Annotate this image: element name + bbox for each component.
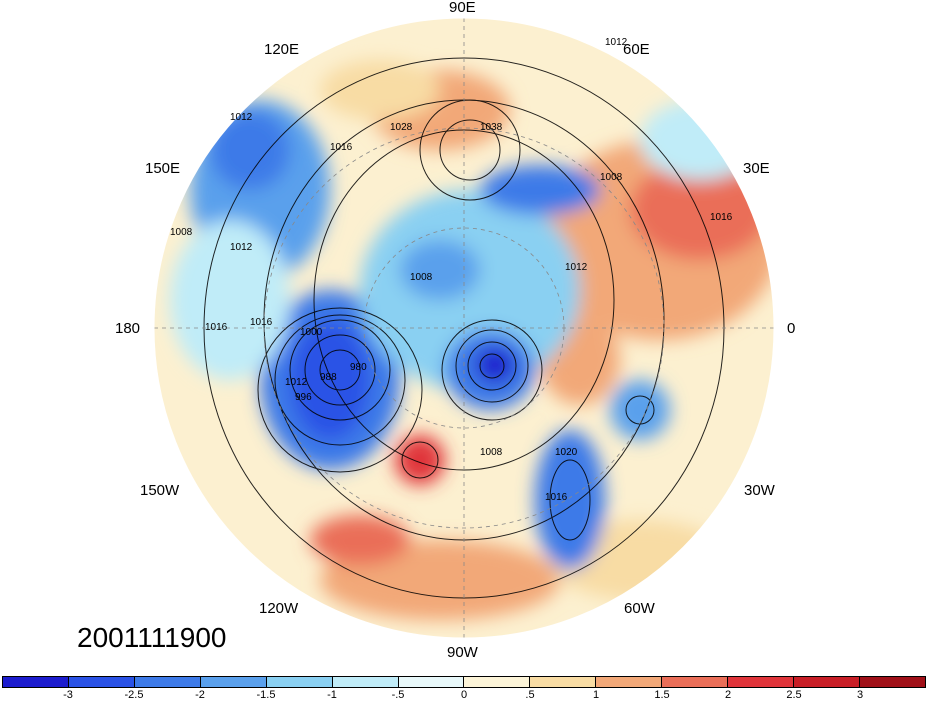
graticule	[154, 18, 774, 638]
colorbar-cell	[596, 677, 663, 687]
colorbar-cell	[266, 677, 333, 687]
colorbar-tick-label: -2.5	[124, 689, 144, 701]
colorbar-tick-label: 1	[592, 689, 600, 701]
colorbar-tick-label: -3	[63, 689, 73, 701]
contour-label: 1012	[605, 37, 628, 48]
contour-label: 1012	[230, 242, 253, 253]
contour-label: 1020	[555, 447, 578, 458]
longitude-label-150e: 150E	[145, 160, 181, 177]
contour-label: 1008	[480, 447, 503, 458]
colorbar-tick-label: -2	[195, 689, 205, 701]
contour-label: 1012	[285, 377, 308, 388]
contour-label: 988	[320, 372, 337, 383]
colorbar	[2, 676, 926, 688]
longitude-label-90w: 90W	[447, 644, 478, 661]
contour-label: 1038	[480, 122, 503, 133]
contour-label: 980	[350, 362, 367, 373]
contour-label: 1016	[710, 212, 733, 223]
longitude-label-150w: 150W	[140, 482, 180, 499]
contour-label: 1028	[390, 122, 413, 133]
colorbar-tick-label: -1	[327, 689, 337, 701]
contour-label: 1016	[330, 142, 353, 153]
longitude-label-60w: 60W	[624, 600, 655, 617]
colorbar-cell	[332, 677, 399, 687]
longitude-label-180: 180	[115, 320, 141, 337]
colorbar-tick-label: 3	[856, 689, 864, 701]
longitude-label-120w: 120W	[259, 600, 299, 617]
colorbar-tick-label: -1.5	[256, 689, 276, 701]
longitude-label-30e: 30E	[743, 160, 770, 177]
colorbar-cell	[398, 677, 465, 687]
colorbar-cell	[859, 677, 925, 687]
colorbar-cell	[530, 677, 597, 687]
colorbar-cell	[464, 677, 531, 687]
longitude-label-90e: 90E	[449, 0, 476, 16]
colorbar-cell	[662, 677, 729, 687]
colorbar-tick-label: .5	[525, 689, 535, 701]
longitude-label-120e: 120E	[264, 41, 300, 58]
longitude-label-0: 0	[787, 320, 796, 337]
colorbar-tick-label: -.5	[391, 689, 405, 701]
contour-label: 1000	[300, 327, 323, 338]
contour-label: 1008	[170, 227, 193, 238]
colorbar-cell	[3, 677, 69, 687]
contour-label: 1012	[565, 262, 588, 273]
longitude-label-30w: 30W	[744, 482, 775, 499]
colorbar-tick-label: 1.5	[654, 689, 670, 701]
colorbar-tick-label: 2.5	[786, 689, 802, 701]
contour-label: 1016	[250, 317, 273, 328]
contour-labels: 1008 1012 1016 1008 1016 1012 1000 980 988 996 101…	[170, 37, 733, 503]
colorbar-tick-label: 2	[724, 689, 732, 701]
contour-label: 1016	[205, 322, 228, 333]
date-time-label: 2001111900	[77, 622, 227, 653]
shaded-anomaly-field	[154, 18, 774, 638]
longitude-label-60e: 60E	[623, 41, 650, 58]
colorbar-cell	[134, 677, 201, 687]
contour-label: 996	[295, 392, 312, 403]
contour-label: 1016	[545, 492, 568, 503]
colorbar-cell	[728, 677, 795, 687]
colorbar-cell	[794, 677, 860, 687]
colorbar-cell	[200, 677, 267, 687]
colorbar-tick-label: 0	[460, 689, 468, 701]
contour-label: 1012	[230, 112, 253, 123]
contour-label: 1008	[410, 272, 433, 283]
contour-label: 1008	[600, 172, 623, 183]
colorbar-cell	[68, 677, 135, 687]
